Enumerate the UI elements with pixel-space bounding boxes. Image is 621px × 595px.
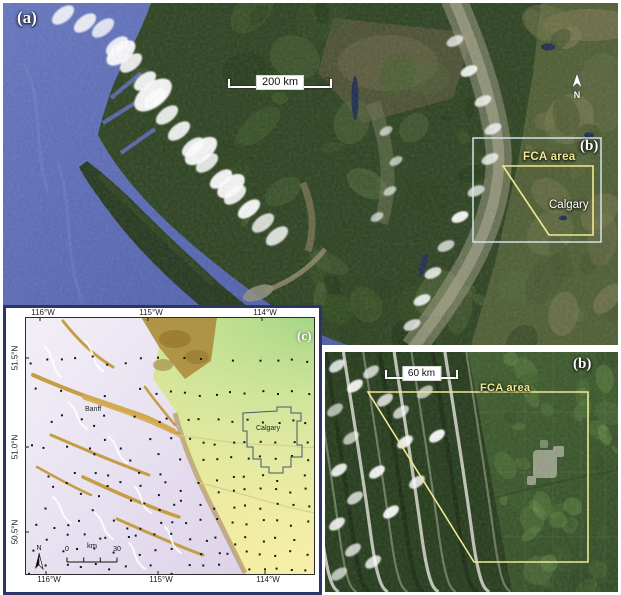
north-arrow-icon xyxy=(571,73,583,89)
panel-a-north-arrow: N xyxy=(570,73,584,100)
axis-label-top-116w: 116°W xyxy=(31,308,55,317)
panel-b-fca-satellite-map: 60 km FCA area (b) xyxy=(325,352,618,592)
panel-c-grid-points xyxy=(28,355,311,575)
panel-c-rivers xyxy=(174,434,315,514)
axis-label-top-114w: 114°W xyxy=(253,308,277,317)
panel-a-scale-bar: 200 km xyxy=(228,72,332,90)
panel-c-mountains xyxy=(25,317,248,575)
scale-bar-value: 60 km xyxy=(401,366,442,381)
scale-bar-value: 200 km xyxy=(255,75,305,90)
panel-a-noise-overlay xyxy=(3,3,618,345)
panel-a-terrain xyxy=(3,3,618,345)
panel-b-noise-overlay xyxy=(325,352,618,592)
panel-c-map: Calgary Banff N 0 km 30 (c) xyxy=(25,317,315,575)
north-arrow-icon xyxy=(35,553,39,569)
panel-a-inset-extent-box xyxy=(472,137,602,243)
axis-label-left-51-0n: 51.0°N xyxy=(10,434,20,460)
axis-label-left-51-5n: 51.5°N xyxy=(10,345,20,371)
axis-label-bottom-116w: 116°W xyxy=(37,575,61,584)
panel-a-regional-satellite-map: (a) 200 km N FCA area Calgary (b) xyxy=(3,3,618,345)
panel-b-terrain xyxy=(325,352,618,592)
panel-c-map-border xyxy=(25,317,315,575)
panel-c-label: (c) xyxy=(297,328,311,343)
panel-c-north-arrow: N xyxy=(35,545,44,571)
north-label: N xyxy=(573,90,581,100)
panel-c-banff-label: Banff xyxy=(85,406,101,413)
axis-label-top-115w: 115°W xyxy=(139,308,163,317)
panel-b-label: (b) xyxy=(573,356,592,372)
scale-bar-tick xyxy=(228,79,230,88)
panel-a-calgary-label: Calgary xyxy=(549,199,589,211)
panel-a-inset-box-label: (b) xyxy=(580,138,599,154)
panel-b-fca-area-label: FCA area xyxy=(480,382,531,394)
scale-unit: km xyxy=(87,541,97,550)
panel-c-topographic-inset-map: Calgary Banff N 0 km 30 (c) xyxy=(3,305,322,595)
north-arrow-icon xyxy=(38,552,44,571)
axis-label-bottom-115w: 115°W xyxy=(149,575,173,584)
panel-a-fca-area-label: FCA area xyxy=(523,151,576,163)
scale-bar-tick xyxy=(456,370,458,379)
panel-b-fca-area-box xyxy=(366,391,589,563)
scale-end: 30 xyxy=(113,546,121,553)
panel-a-label: (a) xyxy=(17,8,37,27)
panel-c-calgary-boundary xyxy=(242,406,303,474)
axis-label-left-50-5n: 50.5°N xyxy=(10,519,20,545)
panel-c-scale-bar xyxy=(66,557,118,563)
panel-c-calgary-label: Calgary xyxy=(256,425,281,432)
panel-b-scale-bar: 60 km xyxy=(385,364,458,381)
panel-a-fca-area-box xyxy=(501,165,594,236)
scale-bar-tick xyxy=(385,370,387,379)
north-label: N xyxy=(36,545,41,552)
axis-label-bottom-114w: 114°W xyxy=(256,575,280,584)
scale-bar-tick xyxy=(330,79,332,88)
scale-start: 0 xyxy=(65,546,69,553)
